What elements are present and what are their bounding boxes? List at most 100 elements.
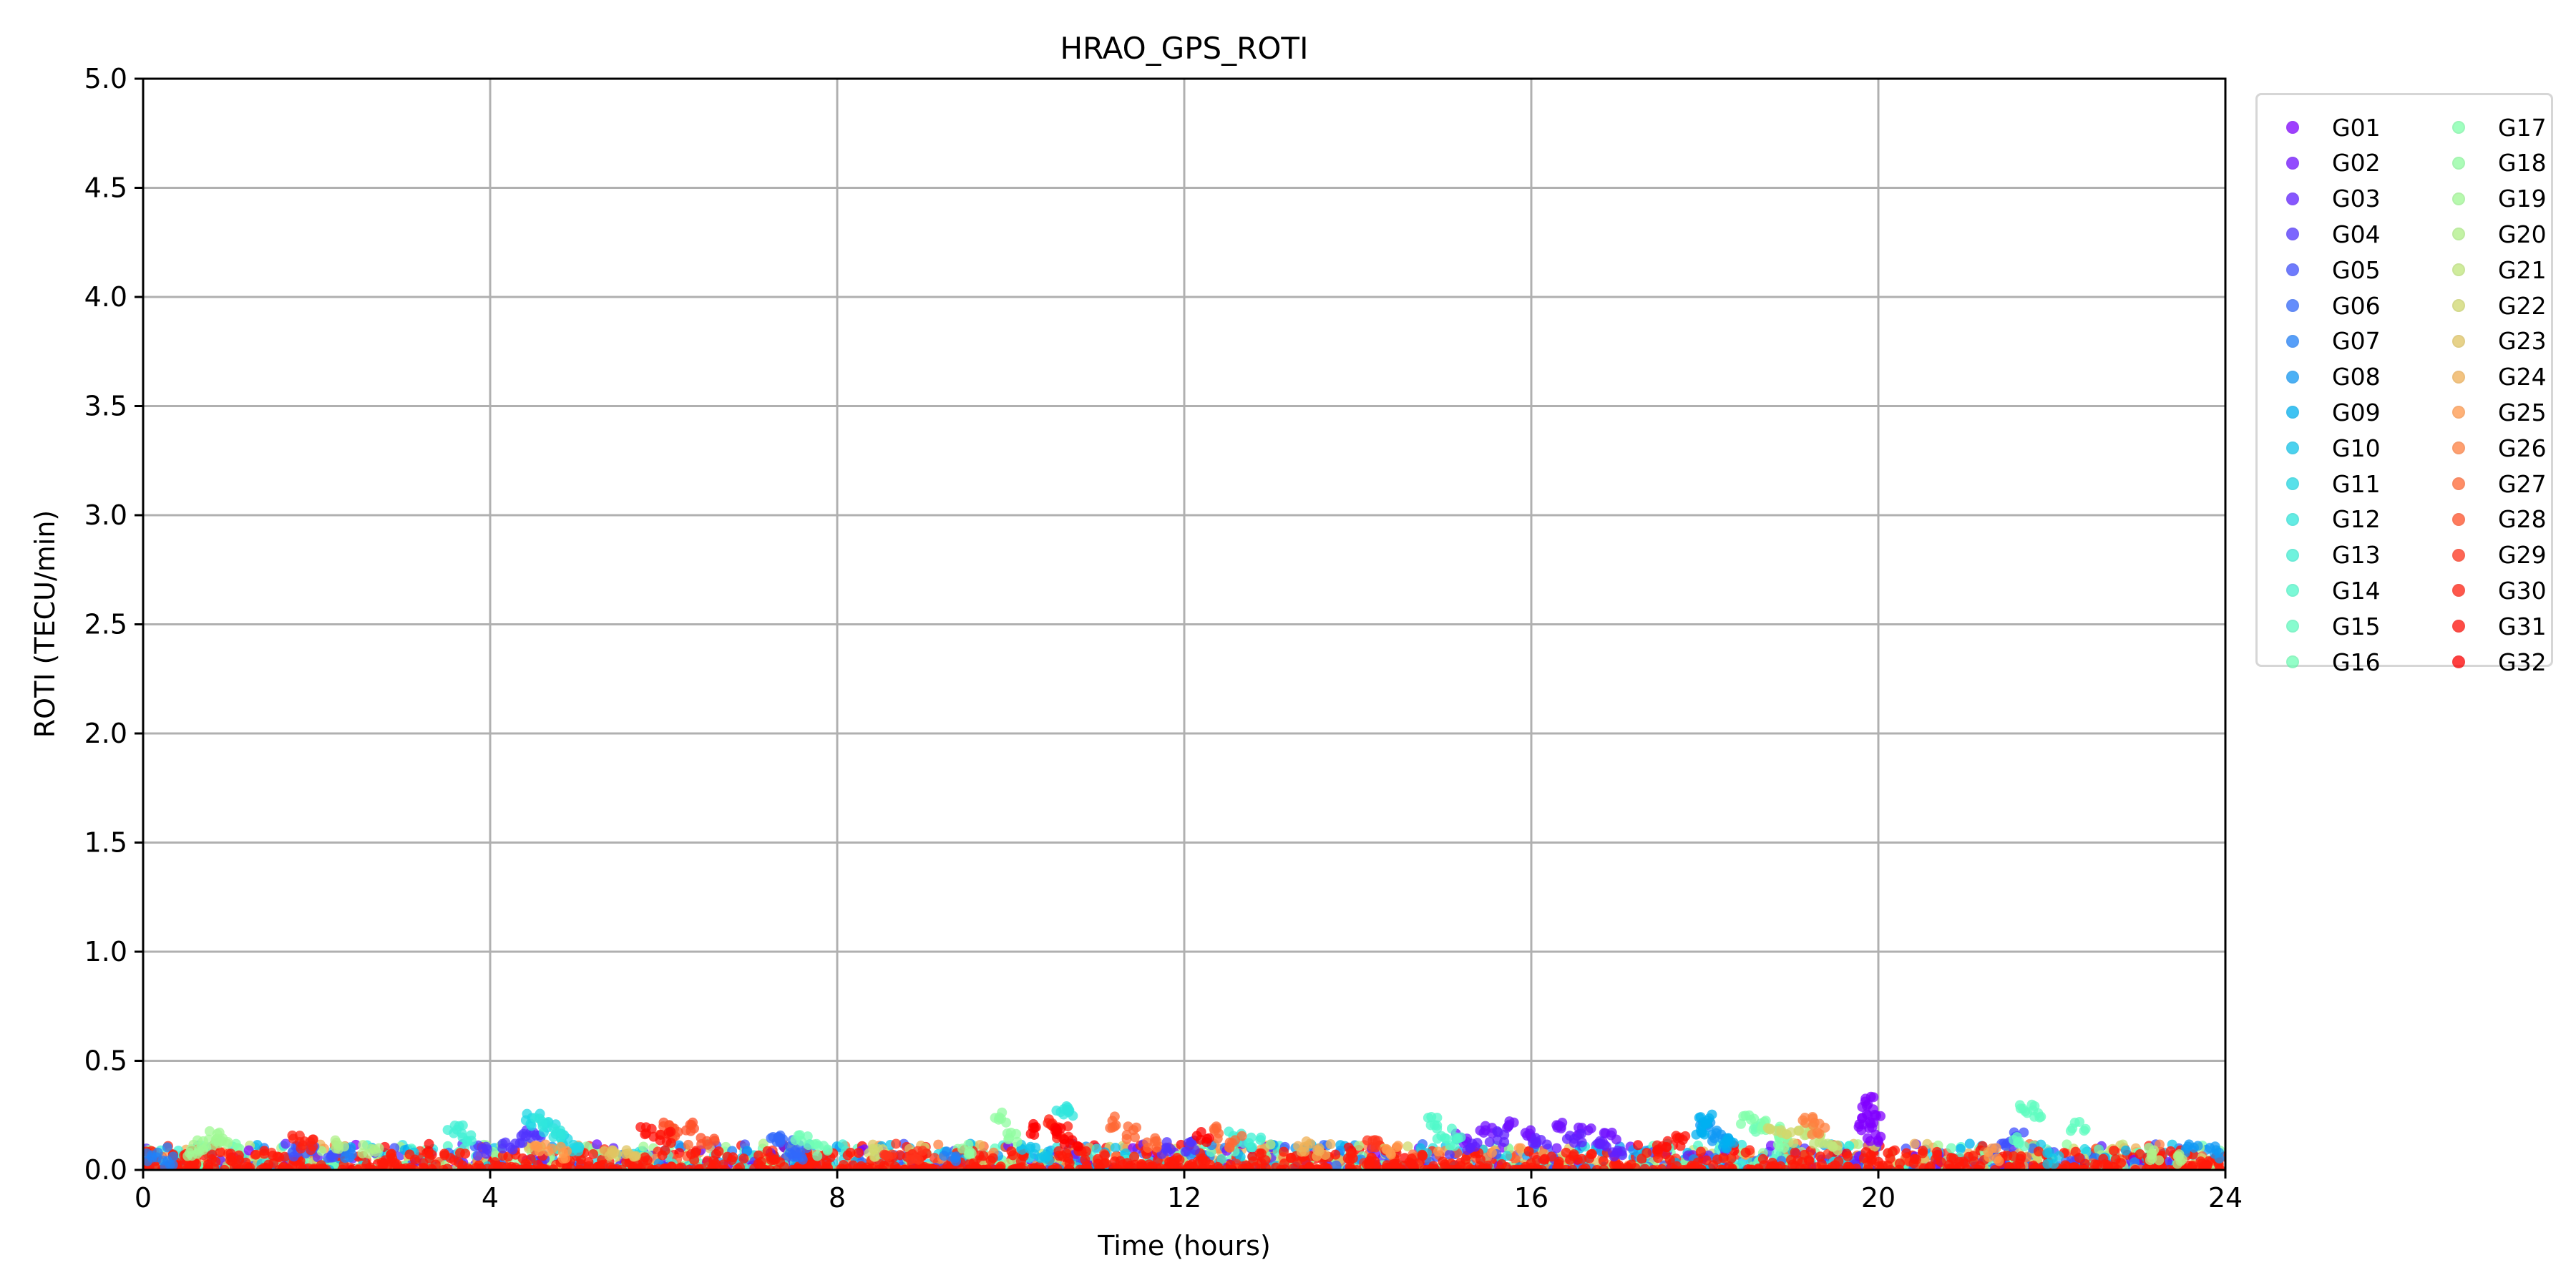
series-point-g13	[449, 1128, 459, 1138]
series-point-g08	[2189, 1142, 2200, 1153]
series-point-g10	[2042, 1158, 2053, 1169]
roti-point	[657, 1150, 668, 1161]
series-point-g02	[1480, 1125, 1491, 1136]
series-point-g16	[796, 1136, 806, 1146]
legend-marker	[2286, 584, 2299, 597]
series-point-g12	[555, 1125, 566, 1136]
roti-point	[463, 1163, 474, 1170]
roti-point	[225, 1148, 236, 1159]
roti-point	[1946, 1143, 1956, 1153]
roti-point	[1918, 1163, 1929, 1170]
series-point-g13	[462, 1136, 473, 1147]
legend-item-g05: G05	[2258, 252, 2381, 288]
legend-label: G08	[2332, 363, 2381, 391]
roti-point	[1639, 1163, 1650, 1170]
roti-point	[272, 1151, 283, 1162]
roti-point	[742, 1146, 753, 1156]
series-point-g04	[497, 1143, 508, 1153]
roti-point	[1833, 1156, 1844, 1167]
series-point-g23	[607, 1149, 618, 1160]
series-point-g03	[1593, 1138, 1604, 1148]
roti-point	[1397, 1164, 1407, 1170]
roti-point	[1630, 1163, 1641, 1170]
roti-point	[1054, 1151, 1065, 1161]
roti-point	[732, 1163, 743, 1170]
series-point-g31	[663, 1127, 674, 1138]
roti-point	[1064, 1164, 1075, 1170]
roti-point	[1875, 1164, 1886, 1170]
roti-point	[617, 1164, 628, 1170]
series-point-g18	[957, 1143, 967, 1154]
roti-point	[1708, 1160, 1719, 1170]
series-point-g03	[1564, 1131, 1575, 1141]
roti-point	[1843, 1151, 1853, 1161]
legend-label: G25	[2498, 398, 2547, 426]
legend-marker	[2452, 299, 2465, 312]
series-point-g29	[1370, 1142, 1381, 1153]
roti-point	[1047, 1164, 1058, 1170]
legend-item-g19: G19	[2424, 181, 2547, 217]
series-point-g15	[2074, 1116, 2085, 1127]
roti-point	[1742, 1163, 1753, 1170]
legend-marker	[2286, 334, 2299, 348]
roti-point	[215, 1147, 225, 1158]
legend-marker	[2286, 548, 2299, 562]
y-axis-label: ROTI (TECU/min)	[29, 510, 61, 738]
roti-point	[975, 1140, 985, 1151]
series-point-g21	[1832, 1145, 1843, 1156]
roti-point	[1129, 1151, 1140, 1162]
series-point-g03	[1493, 1127, 1503, 1138]
roti-point	[1080, 1154, 1091, 1165]
roti-point	[230, 1138, 241, 1149]
series-point-g31	[661, 1136, 672, 1147]
series-point-g02	[1526, 1125, 1536, 1136]
roti-point	[1715, 1164, 1726, 1170]
series-point-g26	[1807, 1129, 1818, 1140]
roti-point	[1823, 1148, 1833, 1159]
roti-point	[738, 1153, 749, 1164]
legend-label: G29	[2498, 541, 2547, 570]
roti-point	[1122, 1158, 1133, 1169]
roti-point	[1244, 1164, 1255, 1170]
legend-label: G06	[2332, 291, 2381, 320]
roti-point	[252, 1140, 263, 1151]
series-point-g12	[537, 1116, 547, 1127]
legend-label: G17	[2498, 113, 2547, 142]
legend-marker	[2286, 228, 2299, 241]
roti-point	[1568, 1149, 1579, 1160]
series-point-g25	[1991, 1153, 2002, 1163]
legend-label: G32	[2498, 648, 2547, 676]
roti-point	[1818, 1164, 1828, 1170]
roti-point	[1790, 1147, 1800, 1158]
roti-point	[2092, 1159, 2103, 1170]
series-point-g25	[1385, 1149, 1396, 1160]
series-point-g14	[1432, 1123, 1443, 1134]
legend-item-g13: G13	[2258, 537, 2381, 573]
series-point-g12	[548, 1132, 559, 1143]
roti-point	[1006, 1146, 1017, 1157]
legend-item-g12: G12	[2258, 502, 2381, 537]
y-tick-label: 3.5	[84, 391, 127, 422]
x-tick-label: 4	[482, 1182, 499, 1214]
roti-point	[209, 1163, 220, 1170]
series-point-g31	[1652, 1140, 1662, 1151]
roti-point	[517, 1153, 528, 1163]
legend-marker	[2286, 512, 2299, 526]
legend-item-g30: G30	[2424, 572, 2547, 608]
roti-point	[978, 1151, 989, 1161]
roti-point	[308, 1164, 318, 1170]
x-tick-label: 8	[829, 1182, 846, 1214]
roti-point	[650, 1164, 660, 1170]
roti-point	[1322, 1163, 1333, 1170]
series-point-g15	[2019, 1141, 2030, 1152]
roti-point	[683, 1139, 693, 1150]
roti-point	[592, 1139, 602, 1150]
legend-label: G24	[2498, 363, 2547, 391]
roti-point	[1513, 1143, 1524, 1153]
roti-point	[1726, 1153, 1737, 1163]
legend-item-g01: G01	[2258, 109, 2381, 145]
legend-item-g27: G27	[2424, 466, 2547, 502]
series-point-g21	[1809, 1138, 1820, 1149]
legend-item-g29: G29	[2424, 537, 2547, 573]
